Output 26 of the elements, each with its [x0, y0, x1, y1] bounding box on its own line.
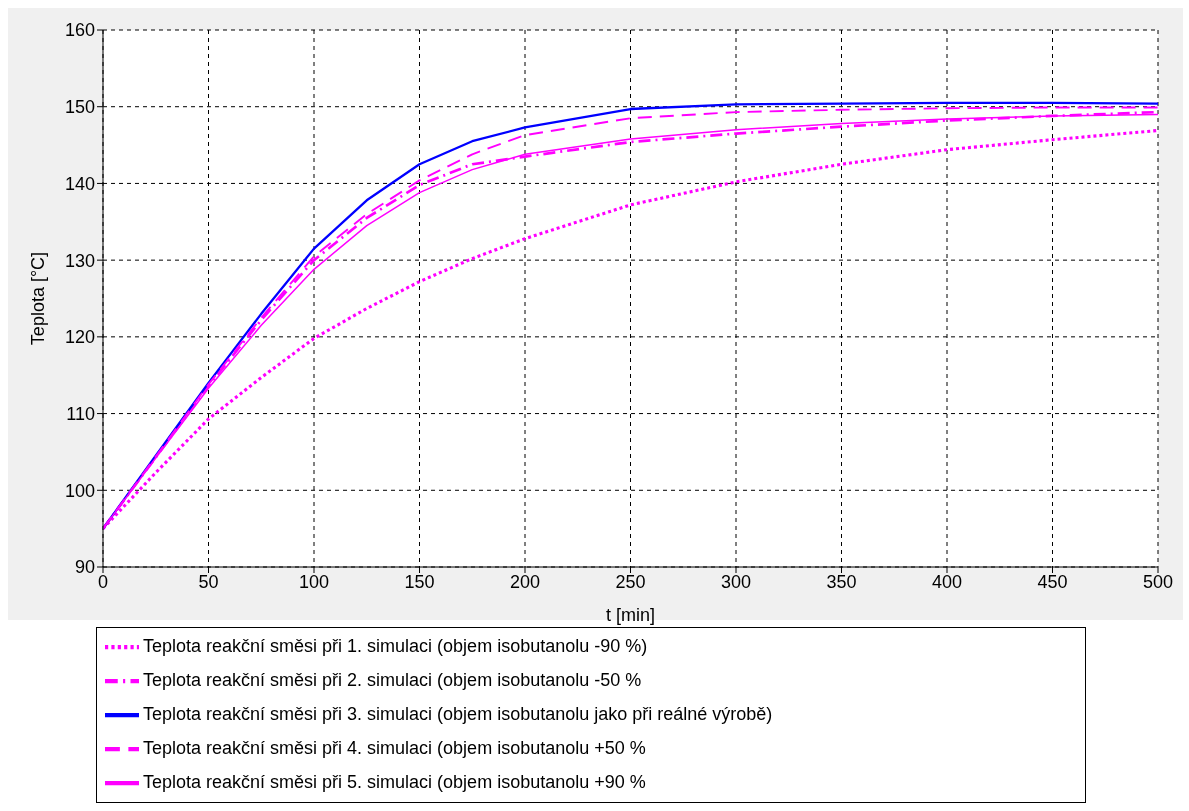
y-tick-label: 110	[66, 403, 95, 424]
legend-label: Teplota reakční směsi při 4. simulaci (objem isobutanolu +50 %	[143, 737, 646, 758]
x-tick-label: 250	[615, 571, 646, 592]
y-tick-label: 150	[64, 97, 95, 118]
y-tick-label: 120	[64, 327, 95, 348]
x-tick-label: 0	[97, 571, 109, 592]
x-tick-label: 200	[509, 571, 541, 592]
y-tick-label: 90	[74, 557, 95, 578]
x-tick-label: 150	[404, 571, 435, 592]
legend-label: Teplota reakční směsi při 2. simulaci (objem isobutanolu -50 %	[143, 669, 642, 690]
x-tick-label: 450	[1037, 571, 1068, 592]
y-tick-label: 100	[64, 480, 95, 501]
legend-label: Teplota reakční směsi při 1. simulaci (objem isobutanolu -90 %)	[143, 635, 648, 656]
x-tick-label: 350	[826, 571, 857, 592]
y-tick-label: 160	[64, 20, 95, 41]
x-tick-label: 100	[298, 571, 330, 592]
y-tick-label: 130	[64, 250, 95, 271]
y-axis-title: Teplota [°C]	[28, 251, 49, 346]
x-tick-label: 400	[931, 571, 963, 592]
legend-label: Teplota reakční směsi při 3. simulaci (objem isobutanolu jako při reálné výrobě)	[143, 703, 773, 724]
y-tick-label: 140	[64, 173, 95, 194]
x-tick-label: 50	[198, 571, 219, 592]
legend-label: Teplota reakční směsi při 5. simulaci (objem isobutanolu +90 %	[143, 771, 646, 792]
x-tick-label: 500	[1142, 571, 1174, 592]
x-axis-title: t [min]	[605, 605, 656, 625]
x-tick-label: 300	[720, 571, 752, 592]
